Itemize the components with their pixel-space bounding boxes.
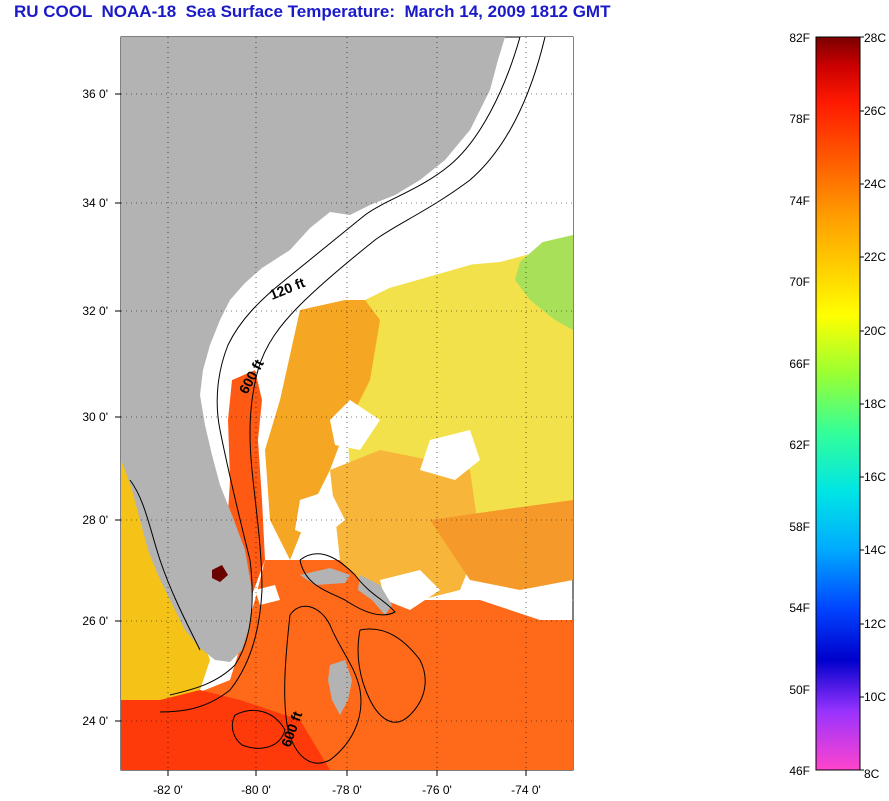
colorbar-celsius-labels: 28C 26C 24C 22C 20C 18C 16C 14C 12C 10C … (864, 31, 886, 781)
cb-f-label: 78F (789, 112, 810, 126)
land-andros (328, 660, 352, 715)
cb-f-label: 50F (789, 683, 810, 697)
latitude-labels: 36 0' 34 0' 32 0' 30 0' 28 0' 26 0' 24 0… (82, 87, 108, 728)
sst-orange-east (430, 500, 573, 590)
colorbar-celsius-ticks (860, 36, 864, 771)
no-data-patches (255, 400, 573, 620)
cb-c-label: 10C (864, 690, 886, 704)
sst-green-region (515, 228, 573, 330)
colorbar-fahrenheit-labels: 82F 78F 74F 70F 66F 62F 58F 54F 50F 46F (789, 31, 810, 778)
cb-f-label: 66F (789, 357, 810, 371)
cb-c-label: 14C (864, 543, 886, 557)
cb-c-label: 22C (864, 250, 886, 264)
cb-c-label: 12C (864, 617, 886, 631)
bathymetry-contours (129, 37, 546, 764)
sst-orange-band (330, 450, 480, 600)
longitude-labels: -82 0' -80 0' -78 0' -76 0' -74 0' (153, 783, 541, 797)
cb-f-label: 54F (789, 601, 810, 615)
cb-c-label: 24C (864, 177, 886, 191)
axis-ticks (115, 93, 527, 776)
colorbar: 82F 78F 74F 70F 66F 62F 58F 54F 50F 46F … (789, 31, 886, 781)
cb-c-label: 28C (864, 31, 886, 45)
land-grand-bahama (300, 568, 350, 585)
cb-f-label: 62F (789, 438, 810, 452)
lat-tick: 24 0' (82, 714, 108, 728)
lon-tick: -74 0' (511, 783, 541, 797)
lat-tick: 32 0' (82, 304, 108, 318)
cb-f-label: 74F (789, 194, 810, 208)
graticule (121, 37, 573, 770)
sst-orange-north (265, 300, 380, 560)
colorbar-gradient (815, 36, 861, 771)
cb-c-label: 8C (864, 767, 880, 781)
cb-f-label: 58F (789, 520, 810, 534)
lat-tick: 28 0' (82, 513, 108, 527)
lat-tick: 34 0' (82, 196, 108, 210)
lon-tick: -80 0' (241, 783, 271, 797)
lon-tick: -76 0' (422, 783, 452, 797)
lat-tick: 36 0' (82, 87, 108, 101)
cb-c-label: 18C (864, 397, 886, 411)
cb-f-label: 82F (789, 31, 810, 45)
page-title: RU COOL NOAA-18 Sea Surface Temperature:… (14, 2, 611, 21)
cb-c-label: 26C (864, 104, 886, 118)
cb-c-label: 20C (864, 324, 886, 338)
lat-tick: 30 0' (82, 410, 108, 424)
sst-red-core (121, 690, 330, 770)
cb-f-label: 46F (789, 764, 810, 778)
cb-f-label: 70F (789, 275, 810, 289)
lat-tick: 26 0' (82, 614, 108, 628)
lon-tick: -78 0' (332, 783, 362, 797)
land-mainland (121, 37, 505, 662)
land-lake (212, 565, 228, 582)
cb-c-label: 16C (864, 470, 886, 484)
lon-tick: -82 0' (153, 783, 183, 797)
